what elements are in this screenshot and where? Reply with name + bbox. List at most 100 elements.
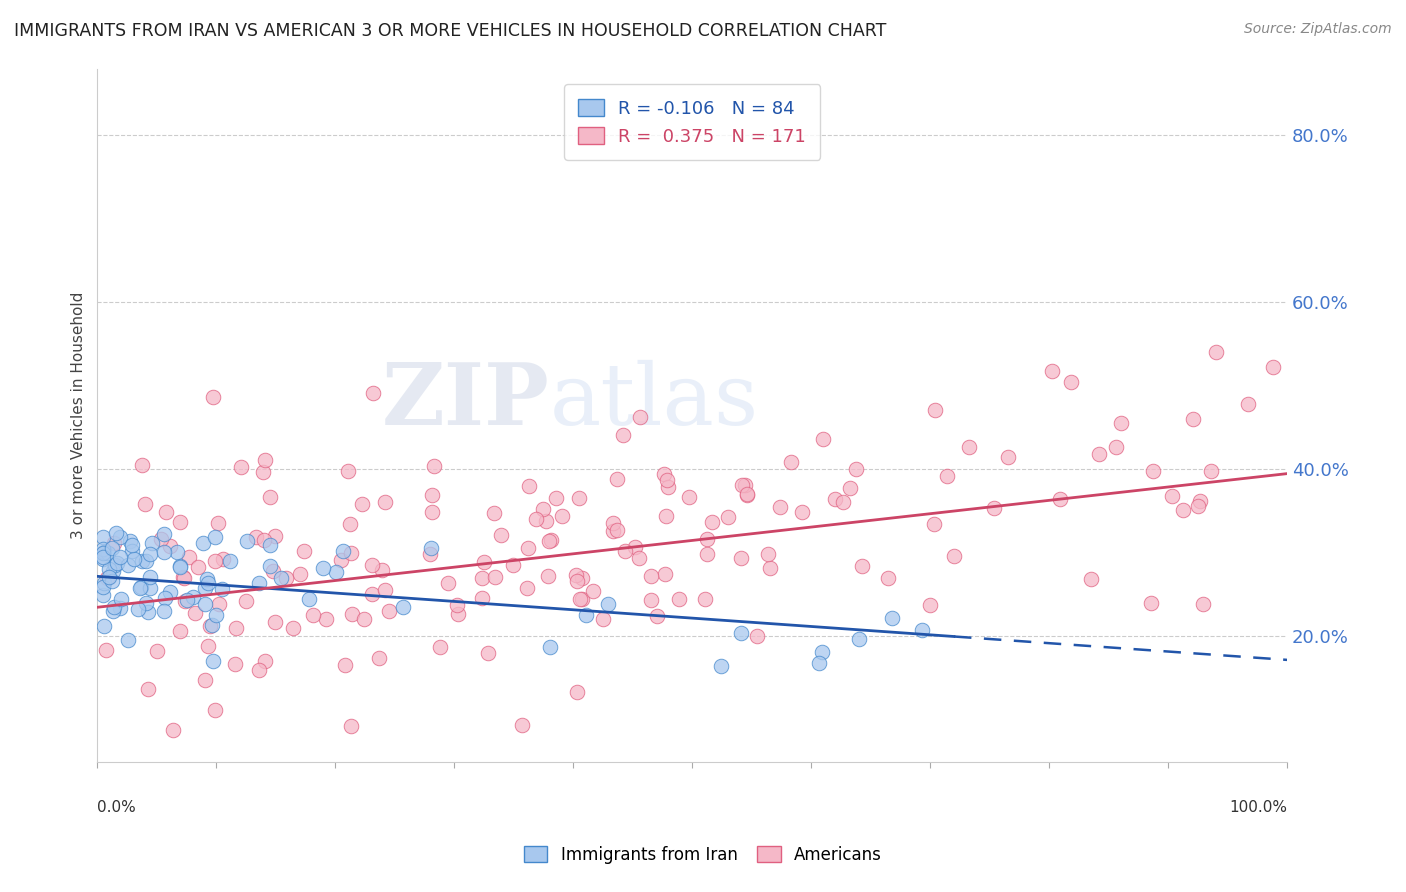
Point: [169, 624, 191, 639]
Point: [134, 497, 156, 511]
Point: [1140, 596, 1163, 610]
Point: [571, 571, 593, 585]
Point: [695, 591, 717, 606]
Point: [288, 567, 311, 582]
Text: 0.0%: 0.0%: [97, 800, 136, 815]
Point: [298, 591, 321, 606]
Point: [551, 509, 574, 524]
Point: [101, 574, 124, 588]
Point: [652, 467, 675, 482]
Point: [253, 655, 276, 669]
Point: [235, 594, 257, 608]
Point: [567, 574, 589, 589]
Point: [731, 478, 754, 492]
Point: [332, 543, 354, 558]
Point: [420, 488, 443, 502]
Point: [657, 480, 679, 494]
Point: [176, 593, 198, 607]
Point: [93, 545, 115, 559]
Point: [101, 604, 124, 618]
Point: [212, 552, 235, 566]
Text: Source: ZipAtlas.com: Source: ZipAtlas.com: [1244, 22, 1392, 37]
Point: [129, 580, 152, 594]
Point: [340, 546, 363, 560]
Point: [225, 621, 247, 635]
Point: [153, 527, 176, 541]
Point: [197, 639, 219, 653]
Point: [957, 440, 980, 454]
Point: [612, 428, 634, 442]
Point: [205, 607, 228, 622]
Point: [200, 618, 222, 632]
Point: [292, 543, 315, 558]
Point: [247, 576, 270, 591]
Point: [333, 657, 356, 672]
Point: [524, 512, 547, 526]
Point: [274, 571, 297, 585]
Point: [997, 450, 1019, 464]
Point: [98, 561, 121, 575]
Point: [124, 552, 146, 566]
Point: [197, 576, 219, 591]
Point: [166, 545, 188, 559]
Point: [224, 657, 246, 672]
Point: [138, 605, 160, 619]
Point: [606, 472, 628, 486]
Point: [423, 458, 446, 473]
Point: [172, 570, 194, 584]
Point: [121, 538, 143, 552]
Point: [103, 599, 125, 614]
Point: [1182, 412, 1205, 426]
Point: [471, 571, 494, 585]
Point: [517, 541, 540, 555]
Point: [392, 599, 415, 614]
Point: [477, 646, 499, 660]
Point: [502, 558, 524, 572]
Point: [1192, 597, 1215, 611]
Point: [811, 432, 834, 446]
Point: [1236, 397, 1258, 411]
Point: [936, 469, 959, 483]
Point: [193, 597, 215, 611]
Point: [141, 535, 163, 549]
Point: [780, 455, 803, 469]
Point: [150, 532, 173, 546]
Point: [201, 390, 224, 404]
Point: [252, 465, 274, 479]
Point: [730, 551, 752, 566]
Point: [204, 554, 226, 568]
Point: [710, 659, 733, 673]
Point: [91, 530, 114, 544]
Point: [1060, 375, 1083, 389]
Point: [602, 516, 624, 531]
Point: [1205, 345, 1227, 359]
Point: [201, 654, 224, 668]
Point: [924, 403, 946, 417]
Point: [747, 629, 769, 643]
Point: [811, 645, 834, 659]
Point: [361, 386, 384, 401]
Point: [491, 527, 513, 541]
Point: [207, 598, 229, 612]
Point: [429, 640, 451, 654]
Point: [91, 550, 114, 565]
Point: [162, 723, 184, 737]
Point: [245, 530, 267, 544]
Point: [880, 611, 903, 625]
Point: [91, 546, 114, 560]
Point: [263, 615, 285, 629]
Point: [204, 702, 226, 716]
Point: [1261, 359, 1284, 374]
Point: [169, 515, 191, 529]
Point: [93, 619, 115, 633]
Point: [107, 557, 129, 571]
Point: [204, 530, 226, 544]
Point: [103, 535, 125, 549]
Point: [101, 564, 124, 578]
Legend: Immigrants from Iran, Americans: Immigrants from Iran, Americans: [517, 839, 889, 871]
Point: [194, 581, 217, 595]
Point: [1173, 502, 1195, 516]
Point: [339, 516, 361, 531]
Point: [378, 604, 401, 618]
Point: [419, 541, 441, 556]
